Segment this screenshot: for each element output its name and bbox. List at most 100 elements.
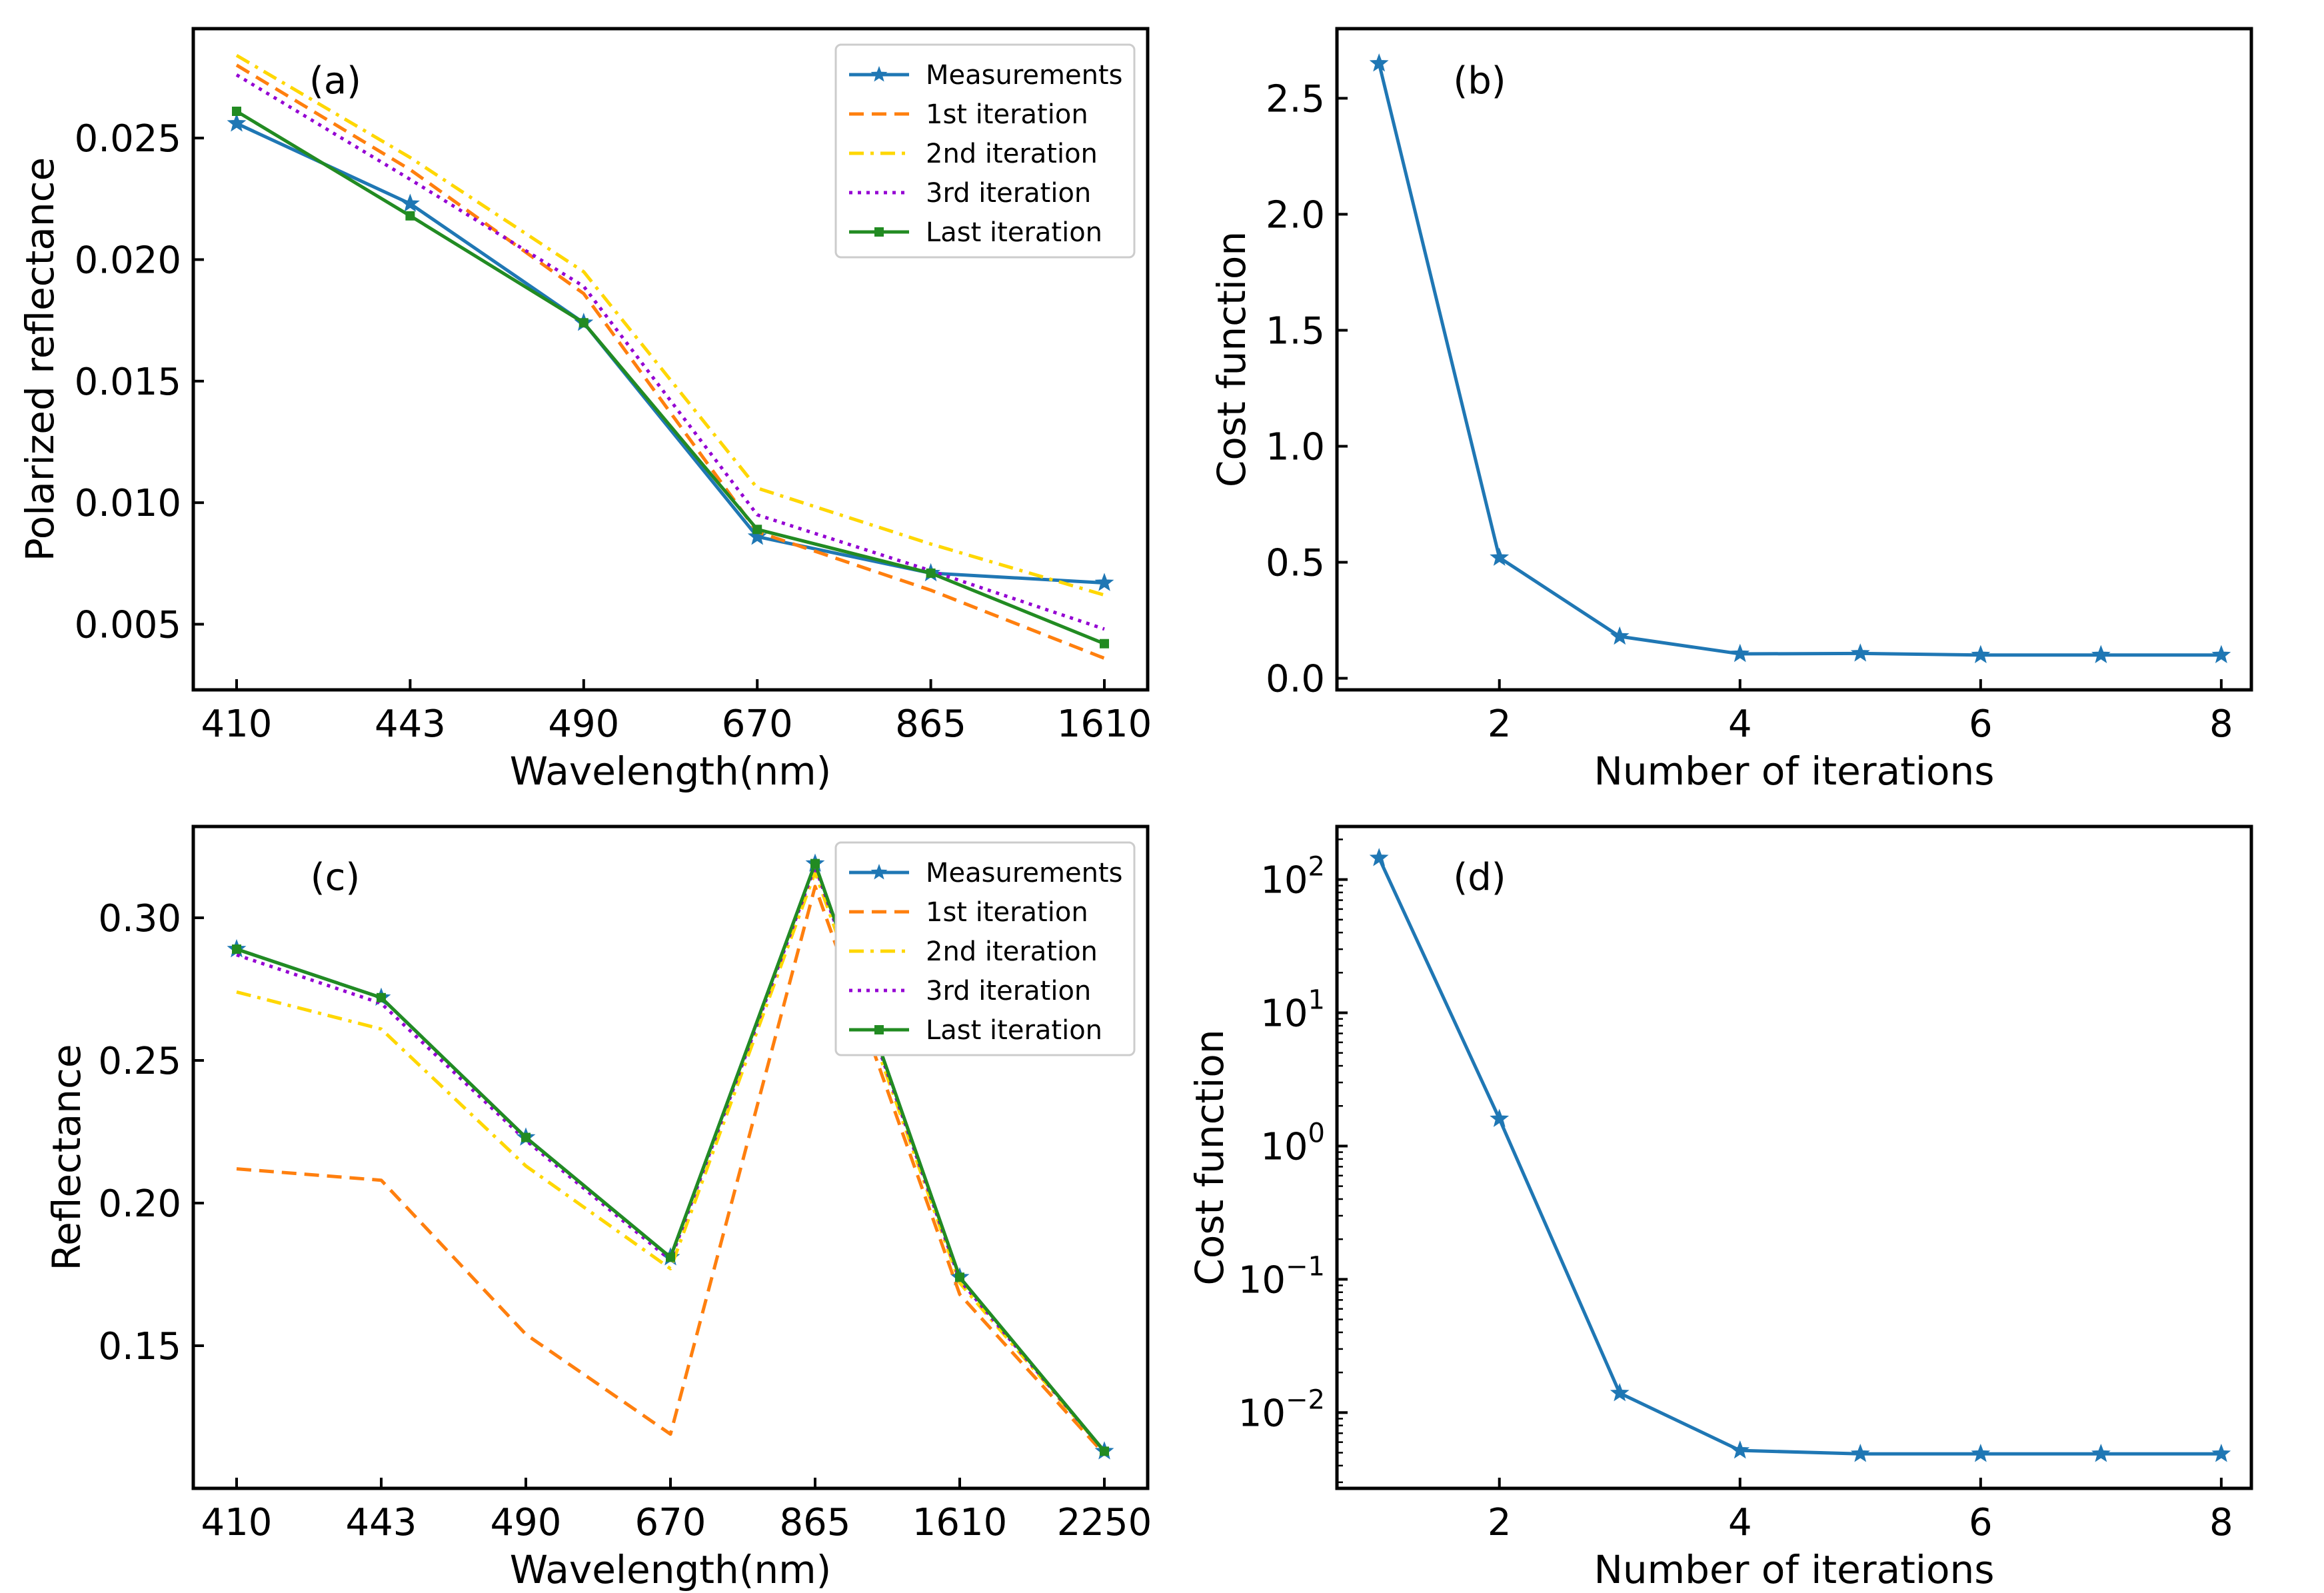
data-point-star — [400, 193, 420, 212]
data-point-square — [666, 1252, 675, 1262]
y-tick-label: 2.0 — [1266, 193, 1325, 237]
x-tick-label: 865 — [895, 703, 966, 746]
legend-label: 1st iteration — [926, 99, 1088, 130]
data-point-star — [2091, 1444, 2111, 1462]
chart-panel-a: 410 443 490 670 865 1610 0.005 0.010 0.015 0.020 0… — [17, 27, 1152, 794]
x-tick-label: 670 — [722, 703, 793, 746]
legend-frame — [834, 43, 1136, 259]
data-point-square — [1100, 639, 1109, 649]
chart-panel-b: 2 4 6 8 0.0 0.5 1.0 1.5 2.0 2.5 Number of iteratio… — [1209, 27, 2253, 794]
x-axis-label: Wavelength(nm) — [510, 749, 832, 794]
y-tick-label: 10−2 — [1238, 1384, 1325, 1435]
y-tick-label: 0.020 — [75, 239, 181, 282]
y-tick-label: 0.30 — [98, 897, 181, 940]
series-line-last-iteration — [235, 109, 1105, 646]
x-tick-label: 1610 — [1057, 703, 1152, 746]
data-point-square — [752, 525, 762, 535]
x-tick-label: 410 — [201, 703, 273, 746]
legend-label: Measurements — [926, 60, 1122, 91]
legend-label: 1st iteration — [926, 897, 1088, 928]
axes-frame — [1335, 27, 2253, 692]
legend-label: 3rd iteration — [926, 178, 1091, 209]
series-line-2nd-iteration — [235, 53, 1105, 597]
x-tick-label: 2250 — [1057, 1501, 1152, 1544]
data-point-square — [232, 944, 241, 954]
data-point-star — [2211, 1444, 2231, 1462]
legend-label: Measurements — [926, 858, 1122, 888]
y-tick-exponent: −2 — [1286, 1384, 1325, 1415]
y-tick-label: 0.010 — [75, 482, 181, 525]
x-tick-label: 410 — [201, 1501, 273, 1544]
data-point-star — [1971, 645, 1991, 664]
series-line-1st-iteration — [236, 884, 1106, 1456]
data-point-star — [2211, 645, 2231, 664]
legend-marker-square — [874, 227, 884, 237]
legend-marker-star — [870, 864, 888, 880]
y-tick-label: 0.25 — [98, 1040, 181, 1083]
legend-marker-square — [874, 1025, 884, 1034]
panel-label: (a) — [309, 59, 361, 103]
y-tick-exponent: 0 — [1308, 1118, 1325, 1148]
y-tick-label: 101 — [1260, 984, 1325, 1035]
legend-frame — [834, 841, 1136, 1056]
y-axis-label: Cost function — [1187, 1029, 1232, 1285]
data-point-square — [810, 858, 820, 868]
x-tick-label: 490 — [491, 1501, 562, 1544]
y-tick-exponent: 2 — [1308, 852, 1325, 882]
legend-label: Last iteration — [926, 217, 1102, 248]
y-tick-label: 100 — [1260, 1118, 1325, 1168]
legend-marker-star — [870, 66, 888, 82]
data-point-star — [2091, 645, 2111, 664]
series-line-cost — [1377, 63, 2221, 657]
data-point-star — [227, 113, 247, 132]
x-tick-label: 865 — [780, 1501, 851, 1544]
data-point-square — [405, 211, 415, 221]
series-line-cost — [1377, 857, 2221, 1456]
x-tick-label: 6 — [1969, 703, 1993, 746]
data-point-square — [1100, 1446, 1109, 1456]
y-axis-label: Cost function — [1209, 231, 1254, 487]
data-point-star — [1971, 1444, 1991, 1462]
data-point-star — [1730, 643, 1750, 663]
series-line-2nd-iteration — [236, 870, 1106, 1453]
y-tick-label: 102 — [1260, 852, 1325, 902]
y-tick-label: 0.5 — [1266, 542, 1325, 585]
data-point-square — [232, 107, 241, 116]
x-tick-label: 443 — [375, 703, 446, 746]
data-point-star — [1369, 53, 1389, 72]
y-tick-label: 0.015 — [75, 361, 181, 404]
data-point-star — [1369, 848, 1389, 866]
y-tick-label: 1.0 — [1266, 426, 1325, 469]
data-point-star — [1610, 626, 1630, 645]
y-tick-exponent: 1 — [1308, 984, 1325, 1015]
panel-label: (c) — [311, 856, 360, 899]
x-axis-label: Number of iterations — [1594, 1547, 1994, 1592]
x-axis-label: Wavelength(nm) — [510, 1547, 832, 1592]
series-line-measurements — [235, 121, 1105, 585]
data-point-star — [1730, 1440, 1750, 1459]
y-tick-label: 0.20 — [98, 1182, 181, 1226]
data-point-star — [1490, 1108, 1510, 1127]
x-tick-label: 1610 — [912, 1501, 1008, 1544]
legend-label: 2nd iteration — [926, 936, 1098, 967]
x-tick-label: 2 — [1488, 703, 1512, 746]
y-tick-label: 0.0 — [1266, 658, 1325, 701]
data-point-square — [579, 318, 588, 328]
chart-panel-c: 410 443 490 670 865 1610 2250 0.15 0.20 0.25 0.30 W… — [44, 824, 1152, 1592]
legend-label: 2nd iteration — [926, 139, 1098, 169]
x-axis-label: Number of iterations — [1594, 749, 1994, 794]
axes-frame — [191, 27, 1150, 692]
data-point-star — [1610, 1382, 1630, 1402]
data-point-star — [1490, 547, 1510, 566]
x-tick-label: 490 — [548, 703, 619, 746]
y-tick-label: 0.005 — [75, 604, 181, 647]
x-tick-label: 4 — [1728, 703, 1752, 746]
data-point-square — [926, 568, 936, 578]
series-line-1st-iteration — [235, 63, 1105, 660]
y-tick-label: 10−1 — [1238, 1251, 1325, 1302]
legend: Measurements 1st iteration 2nd iteration 3r… — [834, 841, 1136, 1056]
y-axis-label: Reflectance — [44, 1044, 89, 1270]
data-point-star — [747, 527, 767, 545]
